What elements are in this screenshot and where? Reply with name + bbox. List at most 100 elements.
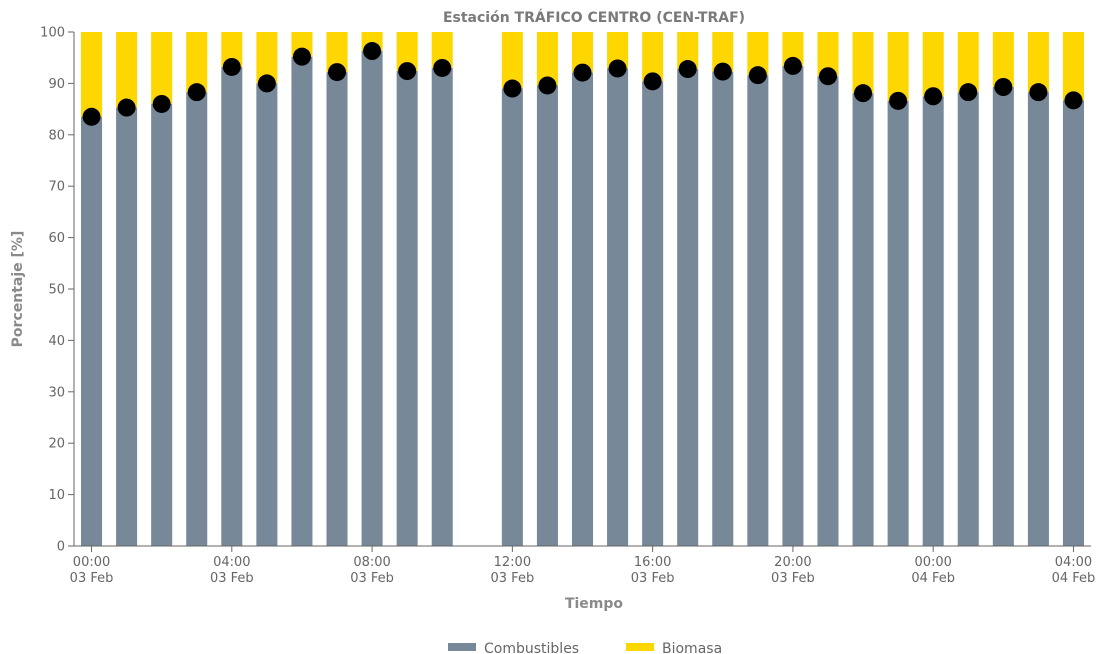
legend-swatch-biomasa: [626, 643, 654, 651]
bar-combustibles-8: [361, 51, 383, 546]
bar-biomasa-15: [642, 32, 664, 82]
bar-biomasa-2: [151, 32, 173, 104]
x-tick-time-7: 04:00: [1055, 555, 1092, 570]
legend-label-biomasa: Biomasa: [662, 641, 722, 654]
marker-point-18: [748, 66, 767, 85]
markers: [82, 42, 1083, 126]
y-tick-label-30: 30: [48, 385, 65, 400]
bar-biomasa-23: [922, 32, 944, 97]
x-tick-date-3: 03 Feb: [491, 571, 535, 586]
marker-point-14: [608, 59, 627, 78]
bar-biomasa-17: [712, 32, 734, 72]
marker-point-16: [678, 60, 697, 79]
y-tick-label-60: 60: [48, 231, 65, 246]
bar-biomasa-25: [992, 32, 1014, 87]
marker-point-9: [398, 62, 417, 81]
x-tick-time-2: 08:00: [353, 555, 390, 570]
marker-point-25: [994, 77, 1013, 96]
bar-biomasa-14: [607, 32, 629, 69]
marker-point-10: [433, 58, 452, 77]
marker-point-15: [643, 72, 662, 91]
x-tick-time-5: 20:00: [774, 555, 811, 570]
x-tick-time-1: 04:00: [213, 555, 250, 570]
bar-biomasa-12: [536, 32, 558, 86]
bar-combustibles-7: [326, 72, 348, 546]
bar-biomasa-19: [782, 32, 804, 66]
bar-biomasa-21: [852, 32, 874, 94]
legend-label-combustibles: Combustibles: [484, 641, 579, 654]
bar-biomasa-18: [747, 32, 769, 76]
bar-combustibles-27: [1062, 100, 1084, 546]
y-tick-label-90: 90: [48, 77, 65, 92]
x-tick-time-6: 00:00: [914, 555, 951, 570]
bar-biomasa-9: [396, 32, 418, 72]
bar-combustibles-13: [571, 72, 594, 546]
marker-point-7: [328, 63, 347, 82]
bar-combustibles-22: [887, 100, 909, 546]
marker-point-6: [292, 47, 311, 66]
x-tick-date-2: 03 Feb: [350, 571, 394, 586]
bar-biomasa-24: [957, 32, 979, 93]
x-tick-time-4: 16:00: [634, 555, 671, 570]
marker-point-24: [959, 83, 978, 102]
bar-biomasa-13: [571, 32, 594, 73]
y-tick-label-50: 50: [48, 283, 65, 298]
bar-biomasa-22: [887, 32, 909, 101]
y-tick-label-10: 10: [48, 488, 65, 503]
marker-point-4: [222, 57, 241, 76]
marker-point-0: [82, 107, 101, 126]
bar-combustibles-20: [817, 76, 839, 546]
marker-point-5: [257, 74, 276, 93]
bar-biomasa-10: [431, 32, 453, 68]
y-tick-label-100: 100: [40, 26, 65, 41]
bar-combustibles-3: [186, 92, 208, 546]
bar-combustibles-12: [536, 85, 558, 547]
marker-point-27: [1064, 91, 1083, 110]
bar-combustibles-15: [642, 81, 664, 547]
bar-biomasa-1: [116, 32, 138, 108]
chart-title: Estación TRÁFICO CENTRO (CEN-TRAF): [443, 9, 745, 26]
x-axis-label: Tiempo: [565, 596, 623, 612]
marker-point-2: [152, 94, 171, 113]
bar-biomasa-26: [1027, 32, 1049, 93]
x-tick-time-0: 00:00: [73, 555, 110, 570]
bar-combustibles-5: [256, 83, 278, 547]
bar-combustibles-11: [501, 88, 523, 546]
bar-biomasa-5: [256, 32, 278, 84]
y-tick-label-40: 40: [48, 334, 65, 349]
y-tick-label-80: 80: [48, 128, 65, 143]
bar-combustibles-24: [957, 92, 979, 546]
bar-biomasa-7: [326, 32, 348, 73]
y-tick-label-20: 20: [48, 437, 65, 452]
bar-biomasa-0: [81, 32, 103, 117]
bars: [81, 32, 1084, 547]
legend: Combustibles Biomasa: [448, 641, 722, 654]
bar-combustibles-16: [677, 69, 699, 547]
marker-point-13: [573, 63, 592, 82]
y-tick-label-0: 0: [57, 540, 65, 555]
bar-combustibles-19: [782, 65, 804, 546]
bar-combustibles-6: [291, 56, 313, 547]
marker-point-21: [854, 84, 873, 103]
y-tick-label-70: 70: [48, 180, 65, 195]
marker-point-23: [924, 87, 943, 106]
bar-biomasa-27: [1062, 32, 1084, 101]
marker-point-19: [783, 56, 802, 75]
x-tick-date-1: 03 Feb: [210, 571, 254, 586]
marker-point-12: [538, 76, 557, 95]
bar-combustibles-14: [607, 68, 629, 546]
marker-point-3: [187, 83, 206, 102]
x-tick-date-7: 04 Feb: [1052, 571, 1096, 586]
marker-point-17: [713, 62, 732, 81]
marker-point-26: [1029, 83, 1048, 102]
bar-combustibles-0: [81, 116, 103, 546]
bar-biomasa-3: [186, 32, 208, 93]
bar-combustibles-23: [922, 96, 944, 546]
bar-combustibles-1: [116, 107, 138, 547]
bar-combustibles-4: [221, 66, 243, 547]
x-tick-date-5: 03 Feb: [771, 571, 815, 586]
bar-combustibles-2: [151, 103, 173, 547]
